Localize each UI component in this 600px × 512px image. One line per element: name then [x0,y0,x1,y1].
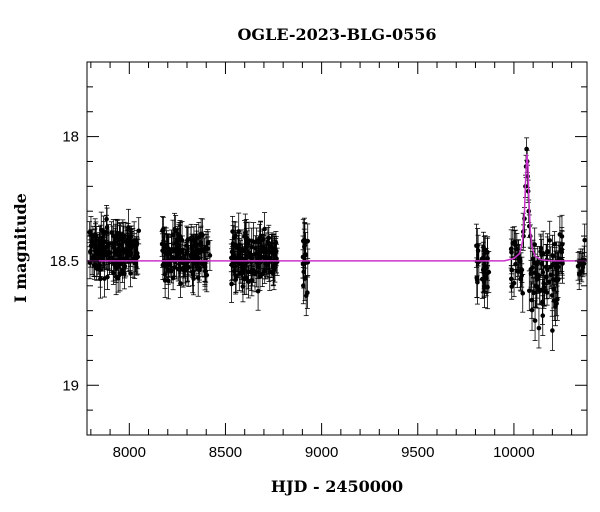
data-point [538,233,544,270]
y-axis-label: I magnitude [11,193,30,303]
data-point [537,276,543,306]
data-point [200,233,206,269]
data-point [229,248,235,282]
model-curve [87,153,587,262]
plot-frame [86,61,588,436]
chart-title: OGLE-2023-BLG-0556 [237,25,436,44]
data-point [121,257,127,290]
data-point [300,218,306,264]
data-point-outlier [549,310,555,351]
data-point [582,223,588,257]
data-point [559,230,565,259]
data-point [101,215,107,248]
data-point [508,265,514,293]
data-point [579,253,585,273]
data-point [555,252,561,279]
data-point [88,234,94,268]
data-point [514,254,520,289]
data-point [131,233,137,258]
data-point [549,274,555,317]
data-point [111,230,117,266]
data-point-outlier [551,280,557,322]
data-point [303,232,309,277]
data-point [159,231,165,257]
data-point [123,222,129,261]
data-point [547,220,553,260]
axis-ticks [87,61,587,436]
x-tick-label: 9500 [401,444,434,461]
data-point [104,207,110,248]
data-point-outlier [536,307,542,349]
data-point-outlier [526,270,532,312]
data-point [249,264,255,297]
data-point [177,269,183,298]
data-point [179,240,185,265]
data-point [274,243,280,274]
data-point [265,247,271,271]
data-point [249,227,255,267]
data-point [96,232,102,263]
data-point [262,212,268,246]
data-point [480,241,486,274]
data-point [189,244,195,269]
plot-area [86,61,588,436]
data-point [184,225,190,266]
data-point [257,223,263,253]
data-point [160,250,166,280]
data-point [110,244,116,282]
x-axis-label: HJD - 2450000 [271,477,403,496]
data-point [128,259,134,288]
x-tick-label: 9000 [305,444,338,461]
x-tick-label: 8500 [209,444,242,461]
data-point [182,255,188,286]
data-point [170,266,176,291]
x-tick-label: 8000 [113,444,146,461]
y-tick-label: 18.5 [50,253,79,270]
data-point [91,238,97,277]
data-point [174,232,180,269]
data-point [554,290,560,317]
data-point [115,231,121,269]
data-point [205,231,211,254]
data-point-outlier [532,300,538,341]
data-point [479,259,485,299]
data-point [519,263,525,288]
data-point [127,239,133,271]
data-point [300,267,306,305]
data-point [552,231,558,258]
data-point-outlier [540,295,546,336]
data-point [540,255,546,290]
data-point [118,233,124,257]
y-tick-label: 19 [62,377,79,394]
data-point [94,241,100,269]
data-point [242,220,248,252]
data-points [87,137,588,351]
data-point [204,258,210,293]
data-point [257,262,263,291]
data-point [244,230,250,258]
data-point [166,234,172,274]
x-tick-label: 10000 [493,444,535,461]
tick-labels: 8000 8500 9000 9500 10000 18 18.5 19 [50,129,535,461]
data-point [136,217,142,245]
data-point [305,223,311,259]
data-point [553,266,559,294]
data-point [262,248,268,280]
data-point [544,279,550,306]
y-tick-label: 18 [62,129,79,146]
data-point-outlier [303,275,309,317]
